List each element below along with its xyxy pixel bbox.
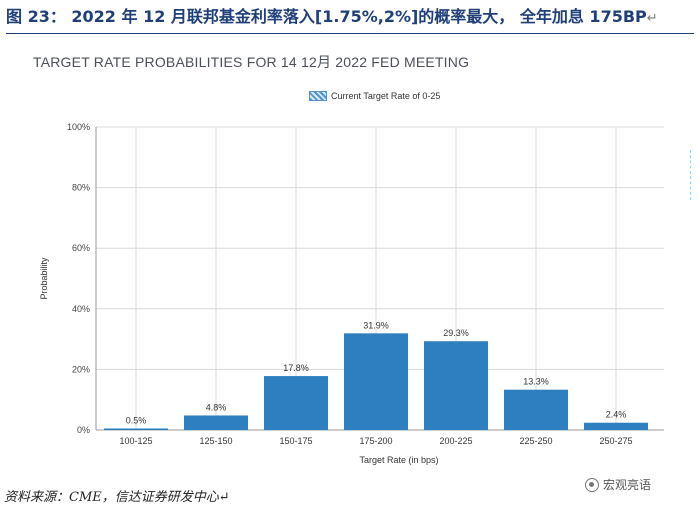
figure-caption-text: 图 23： 2022 年 12 月联邦基金利率落入[1.75%,2%]的概率最大… bbox=[6, 7, 647, 26]
data-label: 13.3% bbox=[523, 377, 549, 387]
return-mark: ↵ bbox=[646, 11, 658, 26]
x-tick-label: 200-225 bbox=[439, 436, 472, 446]
chart-title: TARGET RATE PROBABILITIES FOR 14 12月 202… bbox=[33, 54, 470, 70]
watermark-text: 宏观亮语 bbox=[603, 478, 652, 492]
y-tick-label: 60% bbox=[72, 243, 90, 253]
x-tick-label: 100-125 bbox=[119, 436, 152, 446]
bar bbox=[424, 341, 488, 430]
legend-label: Current Target Rate of 0-25 bbox=[331, 91, 441, 101]
data-label: 4.8% bbox=[206, 402, 227, 412]
bar bbox=[344, 333, 408, 430]
y-tick-label: 100% bbox=[67, 122, 90, 132]
y-tick-label: 40% bbox=[72, 304, 90, 314]
data-label: 17.8% bbox=[283, 363, 309, 373]
source-note: 资料来源：CME，信达证券研发中心↵ bbox=[4, 490, 230, 505]
data-label: 0.5% bbox=[126, 415, 147, 425]
x-tick-label: 225-250 bbox=[519, 436, 552, 446]
chart-legend: Current Target Rate of 0-25 bbox=[309, 89, 440, 103]
data-label: 29.3% bbox=[443, 328, 469, 338]
x-tick-label: 125-150 bbox=[199, 436, 232, 446]
bar bbox=[584, 422, 648, 430]
data-label: 31.9% bbox=[363, 320, 389, 330]
decorative-dashed-line bbox=[690, 150, 696, 200]
x-tick-label: 250-275 bbox=[599, 436, 632, 446]
data-label: 2.4% bbox=[606, 410, 627, 420]
x-tick-label: 150-175 bbox=[279, 436, 312, 446]
y-axis-title: Probability bbox=[39, 257, 49, 300]
watermark: 宏观亮语 bbox=[585, 476, 651, 493]
x-tick-label: 175-200 bbox=[359, 436, 392, 446]
bar bbox=[184, 415, 248, 430]
bar bbox=[264, 376, 328, 430]
y-tick-label: 20% bbox=[72, 364, 90, 374]
wechat-icon bbox=[585, 477, 599, 492]
bar bbox=[104, 428, 168, 430]
legend-swatch bbox=[309, 91, 327, 101]
y-tick-label: 80% bbox=[72, 183, 90, 193]
bar bbox=[504, 389, 568, 430]
figure-caption: 图 23： 2022 年 12 月联邦基金利率落入[1.75%,2%]的概率最大… bbox=[6, 0, 694, 34]
x-axis-title: Target Rate (in bps) bbox=[359, 455, 438, 465]
y-tick-label: 0% bbox=[77, 425, 90, 435]
